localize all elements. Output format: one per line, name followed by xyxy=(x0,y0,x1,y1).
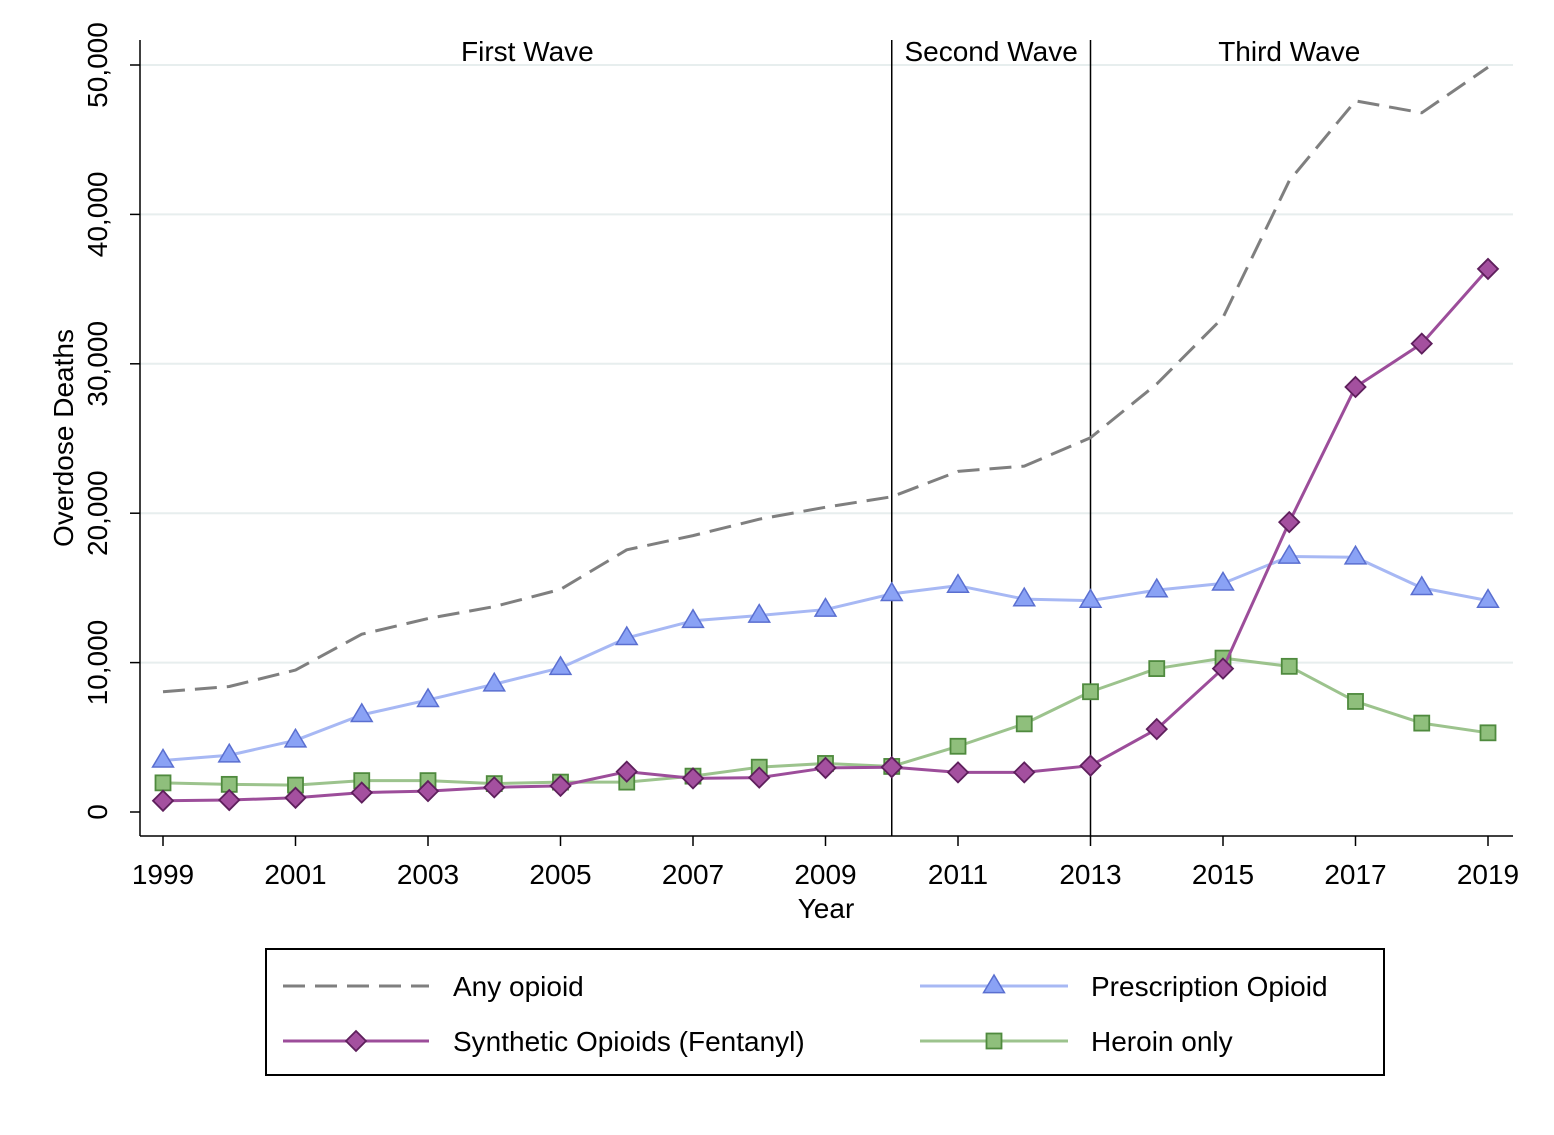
gridlines xyxy=(140,64,1513,664)
y-tick-label: 30,000 xyxy=(82,321,113,407)
y-tick-label: 10,000 xyxy=(82,620,113,706)
data-point xyxy=(1082,683,1099,701)
y-axis-title: Overdose Deaths xyxy=(48,329,79,547)
data-point xyxy=(349,702,374,723)
data-point xyxy=(1476,588,1500,608)
legend-item-prescription-opioid: Prescription Opioid xyxy=(920,971,1328,1002)
data-point xyxy=(1211,570,1235,591)
data-point xyxy=(1211,657,1235,680)
wave-label: Third Wave xyxy=(1218,36,1360,67)
data-point xyxy=(217,788,241,812)
data-point xyxy=(350,781,374,804)
data-point xyxy=(1413,714,1431,732)
wave-label: Second Wave xyxy=(904,36,1077,67)
legend-item-heroin-only: Heroin only xyxy=(920,1026,1233,1057)
legend: Any opioid Prescription Opioid Synthetic O… xyxy=(265,948,1385,1076)
data-point xyxy=(747,766,771,789)
legend-label: Any opioid xyxy=(453,971,584,1002)
y-tick-label: 20,000 xyxy=(82,470,113,556)
data-point xyxy=(1344,375,1367,399)
data-point xyxy=(1476,257,1500,281)
data-point xyxy=(1145,717,1169,741)
legend-label: Prescription Opioid xyxy=(1091,971,1328,1002)
series-synthetic-opioids-fentanyl xyxy=(151,257,1500,813)
x-tick-label: 2017 xyxy=(1324,859,1386,890)
data-point xyxy=(416,779,440,803)
x-tick-label: 2003 xyxy=(397,859,459,890)
legend-swatch-marker xyxy=(985,1032,1003,1050)
legend-swatch-marker xyxy=(344,1029,368,1053)
data-point xyxy=(284,786,307,810)
data-point xyxy=(1012,586,1037,607)
data-point xyxy=(1148,660,1166,677)
x-tick-label: 2009 xyxy=(794,859,856,890)
data-point xyxy=(1277,510,1301,534)
data-point xyxy=(813,597,838,617)
data-point xyxy=(1410,332,1434,355)
y-tick-label: 50,000 xyxy=(82,22,113,108)
data-point xyxy=(879,581,904,602)
data-point xyxy=(1079,754,1102,777)
y-tick-label: 0 xyxy=(82,804,113,820)
legend-label: Synthetic Opioids (Fentanyl) xyxy=(453,1026,805,1057)
legend-item-any-opioid: Any opioid xyxy=(283,971,584,1002)
x-tick-label: 2013 xyxy=(1059,859,1121,890)
data-point xyxy=(946,761,970,784)
x-tick-label: 2001 xyxy=(264,859,326,890)
legend-item-synthetic-opioids-fentanyl: Synthetic Opioids (Fentanyl) xyxy=(283,1026,805,1057)
legend-swatch-marker xyxy=(982,973,1006,994)
data-point xyxy=(154,774,172,792)
data-point xyxy=(1078,588,1103,608)
data-point xyxy=(614,625,639,646)
data-point xyxy=(217,742,242,763)
data-point xyxy=(1479,724,1497,742)
data-point xyxy=(482,776,506,799)
data-point xyxy=(1280,657,1298,675)
x-tick-label: 2007 xyxy=(662,859,724,890)
data-point xyxy=(548,655,573,676)
data-point xyxy=(747,603,772,623)
data-point xyxy=(1343,544,1368,565)
data-point xyxy=(615,760,639,783)
wave-label: First Wave xyxy=(461,36,594,67)
data-point xyxy=(880,755,904,779)
legend-box xyxy=(265,948,1385,1076)
data-point xyxy=(1012,761,1036,784)
legend-label: Heroin only xyxy=(1091,1026,1233,1057)
wave-dividers: First Wave Second Wave Third Wave xyxy=(461,36,1360,836)
x-tick-label: 1999 xyxy=(132,859,194,890)
data-point xyxy=(482,671,507,692)
data-point xyxy=(416,687,440,708)
series-line xyxy=(162,66,1489,694)
data-point xyxy=(946,573,970,594)
data-point xyxy=(949,737,967,755)
data-point xyxy=(151,747,175,768)
data-point xyxy=(1015,715,1033,733)
x-tick-label: 2015 xyxy=(1192,859,1254,890)
x-tick-label: 2019 xyxy=(1457,859,1519,890)
y-tick-label: 40,000 xyxy=(82,172,113,258)
series-any-opioid xyxy=(162,66,1489,694)
x-axis-title: Year xyxy=(798,893,855,924)
data-point xyxy=(814,756,837,780)
data-point xyxy=(681,767,705,790)
data-point xyxy=(1277,544,1302,564)
series xyxy=(151,66,1500,813)
x-tick-label: 2011 xyxy=(928,859,988,890)
data-point xyxy=(283,727,308,748)
data-point xyxy=(549,774,572,798)
data-point xyxy=(151,789,175,813)
data-point xyxy=(1409,575,1434,596)
series-prescription-opioid xyxy=(151,544,1500,768)
data-point xyxy=(1144,577,1169,598)
data-point xyxy=(1347,693,1364,710)
x-tick-label: 2005 xyxy=(529,859,591,890)
data-point xyxy=(681,608,705,629)
axes: 0 10,000 20,000 30,000 40,000 50,000 1999 2001 2… xyxy=(82,22,1519,890)
